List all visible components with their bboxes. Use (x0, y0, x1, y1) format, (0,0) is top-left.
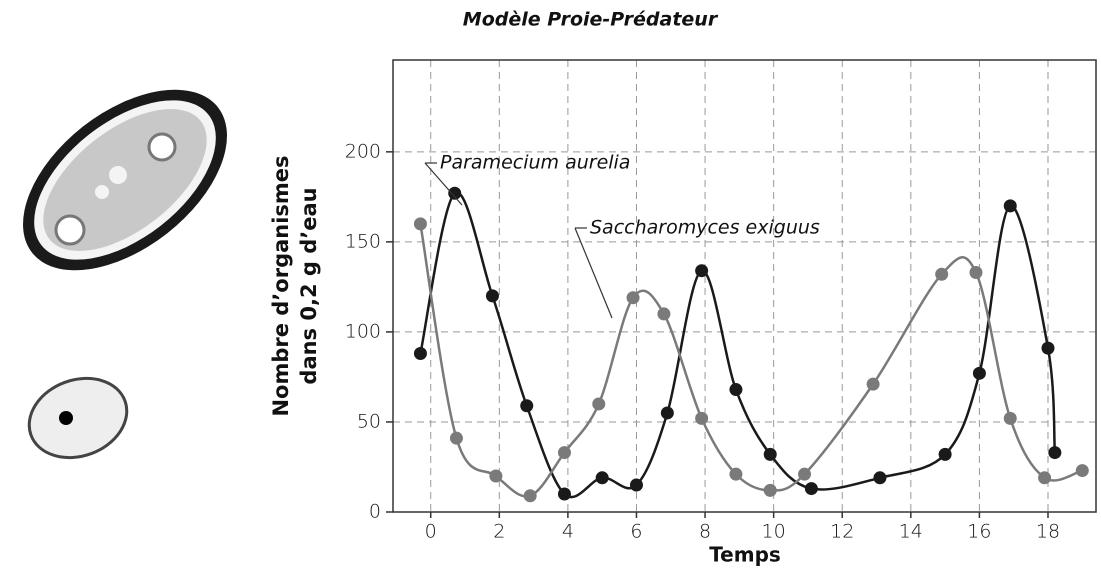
data-point (486, 289, 499, 302)
data-point (729, 468, 742, 481)
data-point (520, 399, 533, 412)
x-tick-label: 6 (630, 521, 642, 543)
data-point (729, 383, 742, 396)
data-point (558, 487, 571, 500)
data-point (867, 378, 880, 391)
data-point (973, 367, 986, 380)
yeast-illustration (18, 365, 138, 471)
data-point (448, 187, 461, 200)
data-point (558, 446, 571, 459)
data-point (414, 217, 427, 230)
paramecium-illustration (0, 54, 260, 306)
x-tick-label: 8 (699, 521, 711, 543)
x-tick-label: 12 (830, 521, 854, 543)
data-point (657, 307, 670, 320)
data-point (805, 482, 818, 495)
data-point (592, 397, 605, 410)
data-point (627, 291, 640, 304)
x-tick-label: 18 (1036, 521, 1060, 543)
series-label: Paramecium aurelia (440, 152, 630, 174)
data-point (661, 406, 674, 419)
data-point (1041, 342, 1054, 355)
data-point (764, 484, 777, 497)
data-point (1038, 471, 1051, 484)
x-tick-label: 10 (762, 521, 786, 543)
x-tick-label: 16 (967, 521, 991, 543)
x-tick-label: 4 (562, 521, 574, 543)
data-point (1004, 412, 1017, 425)
data-point (939, 448, 952, 461)
y-tick-label: 200 (345, 140, 381, 162)
x-tick-label: 2 (493, 521, 505, 543)
annotation-leader (575, 228, 612, 318)
y-tick-label: 50 (357, 410, 381, 432)
data-point (630, 478, 643, 491)
y-tick-label: 0 (369, 501, 381, 523)
data-point (764, 448, 777, 461)
data-point (695, 412, 708, 425)
y-tick-label: 150 (345, 230, 381, 252)
chart: Modèle Proie-Prédateur Nombre d’organism… (0, 0, 1101, 570)
x-axis-label: Temps (709, 543, 781, 567)
data-point (524, 489, 537, 502)
x-tick-label: 14 (899, 521, 923, 543)
y-axis-label: dans 0,2 g d’eau (297, 187, 321, 384)
data-point (414, 347, 427, 360)
data-point (935, 268, 948, 281)
data-point (1004, 199, 1017, 212)
x-tick-label: 0 (425, 521, 437, 543)
data-point (1076, 464, 1089, 477)
data-point (596, 471, 609, 484)
chart-title: Modèle Proie-Prédateur (463, 9, 719, 31)
data-point (450, 432, 463, 445)
data-point (873, 471, 886, 484)
y-tick-label: 100 (345, 320, 381, 342)
data-point (1048, 446, 1061, 459)
data-point (695, 264, 708, 277)
data-point (969, 266, 982, 279)
y-axis-label: Nombre d’organismes (269, 155, 293, 416)
data-point (489, 469, 502, 482)
series-label: Saccharomyces exiguus (590, 217, 820, 239)
data-point (798, 468, 811, 481)
plot-frame (393, 60, 1096, 512)
